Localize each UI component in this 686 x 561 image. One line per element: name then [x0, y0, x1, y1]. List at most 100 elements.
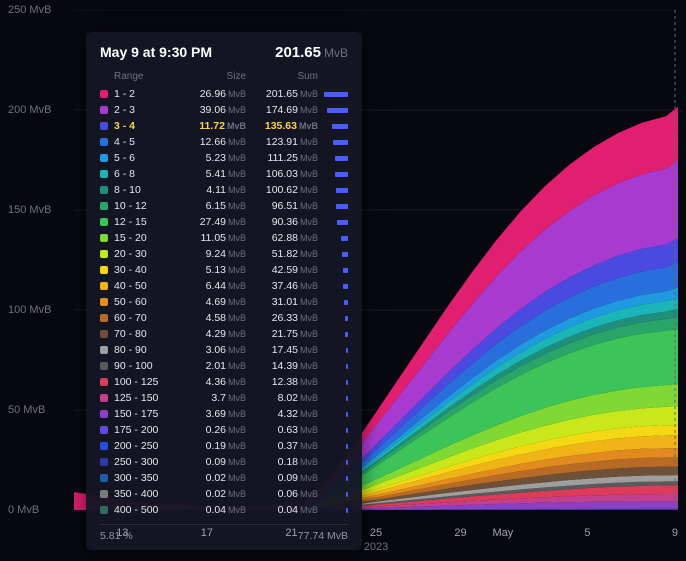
row-sum: 0.09MvB: [246, 470, 318, 486]
chart-container: May 9 at 9:30 PM 201.65MvB Range Size Su…: [0, 0, 686, 561]
tooltip-footer: 5.81 % 77.74 MvB: [100, 524, 348, 542]
row-size: 0.02MvB: [174, 470, 246, 486]
tooltip-row: 350 - 4000.02MvB0.06MvB: [100, 486, 348, 502]
tooltip-row: 5 - 65.23MvB111.25MvB: [100, 150, 348, 166]
row-size: 0.04MvB: [174, 502, 246, 518]
row-range: 125 - 150: [114, 390, 174, 406]
row-bar: [346, 348, 348, 353]
row-sum: 90.36MvB: [246, 214, 318, 230]
legend-swatch: [100, 394, 108, 402]
legend-swatch: [100, 266, 108, 274]
row-range: 175 - 200: [114, 422, 174, 438]
row-bar: [344, 300, 348, 305]
row-range: 40 - 50: [114, 278, 174, 294]
row-bar-cell: [324, 476, 348, 481]
row-size: 4.69MvB: [174, 294, 246, 310]
row-range: 90 - 100: [114, 358, 174, 374]
row-bar: [346, 380, 348, 385]
row-range: 10 - 12: [114, 198, 174, 214]
row-range: 6 - 8: [114, 166, 174, 182]
row-size: 4.36MvB: [174, 374, 246, 390]
tooltip-row: 12 - 1527.49MvB90.36MvB: [100, 214, 348, 230]
y-axis-tick: 250 MvB: [8, 4, 51, 16]
tooltip-row: 4 - 512.66MvB123.91MvB: [100, 134, 348, 150]
row-size: 4.58MvB: [174, 310, 246, 326]
row-bar-cell: [324, 460, 348, 465]
row-size: 5.23MvB: [174, 150, 246, 166]
row-bar-cell: [324, 508, 348, 513]
tooltip-row: 50 - 604.69MvB31.01MvB: [100, 294, 348, 310]
row-sum: 26.33MvB: [246, 310, 318, 326]
row-size: 3.06MvB: [174, 342, 246, 358]
row-size: 0.26MvB: [174, 422, 246, 438]
row-sum: 37.46MvB: [246, 278, 318, 294]
row-range: 150 - 175: [114, 406, 174, 422]
row-sum: 14.39MvB: [246, 358, 318, 374]
row-range: 300 - 350: [114, 470, 174, 486]
row-bar-cell: [324, 444, 348, 449]
tooltip-row: 40 - 506.44MvB37.46MvB: [100, 278, 348, 294]
y-axis-tick: 100 MvB: [8, 304, 51, 316]
tooltip-row: 20 - 309.24MvB51.82MvB: [100, 246, 348, 262]
y-axis-tick: 0 MvB: [8, 504, 39, 516]
row-range: 20 - 30: [114, 246, 174, 262]
legend-swatch: [100, 250, 108, 258]
tooltip-row: 3 - 411.72MvB135.63MvB: [100, 118, 348, 134]
col-header-size: Size: [174, 71, 246, 82]
row-size: 0.09MvB: [174, 454, 246, 470]
tooltip-row: 400 - 5000.04MvB0.04MvB: [100, 502, 348, 518]
row-range: 3 - 4: [114, 118, 174, 134]
legend-swatch: [100, 426, 108, 434]
row-size: 39.06MvB: [174, 102, 246, 118]
tooltip-row: 250 - 3000.09MvB0.18MvB: [100, 454, 348, 470]
row-sum: 201.65MvB: [246, 86, 318, 102]
row-bar: [345, 316, 348, 321]
row-bar: [336, 188, 348, 193]
row-sum: 4.32MvB: [246, 406, 318, 422]
tooltip-row: 30 - 405.13MvB42.59MvB: [100, 262, 348, 278]
y-axis-tick: 150 MvB: [8, 204, 51, 216]
legend-swatch: [100, 378, 108, 386]
row-bar: [346, 428, 348, 433]
tooltip-row: 1 - 226.96MvB201.65MvB: [100, 86, 348, 102]
row-sum: 96.51MvB: [246, 198, 318, 214]
legend-swatch: [100, 298, 108, 306]
x-axis-tick: May: [492, 527, 513, 539]
col-header-range: Range: [114, 71, 174, 82]
tooltip-row: 70 - 804.29MvB21.75MvB: [100, 326, 348, 342]
tooltip-row: 300 - 3500.02MvB0.09MvB: [100, 470, 348, 486]
legend-swatch: [100, 106, 108, 114]
row-bar-cell: [324, 492, 348, 497]
row-sum: 123.91MvB: [246, 134, 318, 150]
row-bar: [343, 268, 348, 273]
legend-swatch: [100, 410, 108, 418]
row-range: 400 - 500: [114, 502, 174, 518]
row-bar-cell: [324, 332, 348, 337]
row-bar-cell: [324, 300, 348, 305]
row-bar-cell: [324, 364, 348, 369]
legend-swatch: [100, 186, 108, 194]
legend-swatch: [100, 474, 108, 482]
row-range: 100 - 125: [114, 374, 174, 390]
row-bar-cell: [324, 268, 348, 273]
row-size: 11.05MvB: [174, 230, 246, 246]
row-range: 350 - 400: [114, 486, 174, 502]
row-size: 12.66MvB: [174, 134, 246, 150]
tooltip-row: 60 - 704.58MvB26.33MvB: [100, 310, 348, 326]
row-range: 70 - 80: [114, 326, 174, 342]
row-size: 3.7MvB: [174, 390, 246, 406]
row-bar-cell: [324, 348, 348, 353]
row-bar: [346, 476, 348, 481]
row-sum: 62.88MvB: [246, 230, 318, 246]
tooltip-row: 150 - 1753.69MvB4.32MvB: [100, 406, 348, 422]
row-size: 26.96MvB: [174, 86, 246, 102]
row-sum: 0.06MvB: [246, 486, 318, 502]
row-bar: [346, 444, 348, 449]
row-sum: 31.01MvB: [246, 294, 318, 310]
row-bar-cell: [324, 188, 348, 193]
row-size: 4.29MvB: [174, 326, 246, 342]
tooltip-row: 125 - 1503.7MvB8.02MvB: [100, 390, 348, 406]
tooltip-row: 90 - 1002.01MvB14.39MvB: [100, 358, 348, 374]
row-size: 5.41MvB: [174, 166, 246, 182]
row-range: 4 - 5: [114, 134, 174, 150]
